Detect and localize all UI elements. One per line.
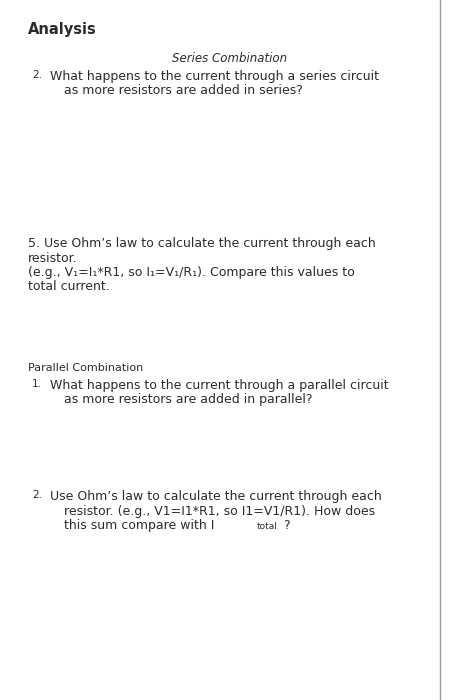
Text: resistor. (e.g., V1=I1*R1, so I1=V1/R1). How does: resistor. (e.g., V1=I1*R1, so I1=V1/R1).… <box>64 505 375 517</box>
Text: Series Combination: Series Combination <box>172 52 288 65</box>
Text: 1.: 1. <box>32 379 42 389</box>
Text: 5.: 5. <box>28 237 40 250</box>
Text: 2.: 2. <box>32 70 42 80</box>
Text: Use Ohm’s law to calculate the current through each: Use Ohm’s law to calculate the current t… <box>50 490 382 503</box>
Text: as more resistors are added in parallel?: as more resistors are added in parallel? <box>64 393 313 407</box>
Text: 2.: 2. <box>32 490 42 500</box>
Text: resistor.: resistor. <box>28 251 78 265</box>
Text: What happens to the current through a series circuit: What happens to the current through a se… <box>50 70 379 83</box>
Text: total: total <box>257 522 278 531</box>
Text: ?: ? <box>283 519 290 532</box>
Text: Parallel Combination: Parallel Combination <box>28 363 143 373</box>
Text: What happens to the current through a parallel circuit: What happens to the current through a pa… <box>50 379 389 392</box>
Text: this sum compare with I: this sum compare with I <box>64 519 214 532</box>
Text: total current.: total current. <box>28 281 110 293</box>
Text: (e.g., V₁=I₁*R1, so I₁=V₁/R₁). Compare this values to: (e.g., V₁=I₁*R1, so I₁=V₁/R₁). Compare t… <box>28 266 355 279</box>
Text: Use Ohm’s law to calculate the current through each: Use Ohm’s law to calculate the current t… <box>44 237 376 250</box>
Text: as more resistors are added in series?: as more resistors are added in series? <box>64 85 303 97</box>
Text: Analysis: Analysis <box>28 22 97 37</box>
